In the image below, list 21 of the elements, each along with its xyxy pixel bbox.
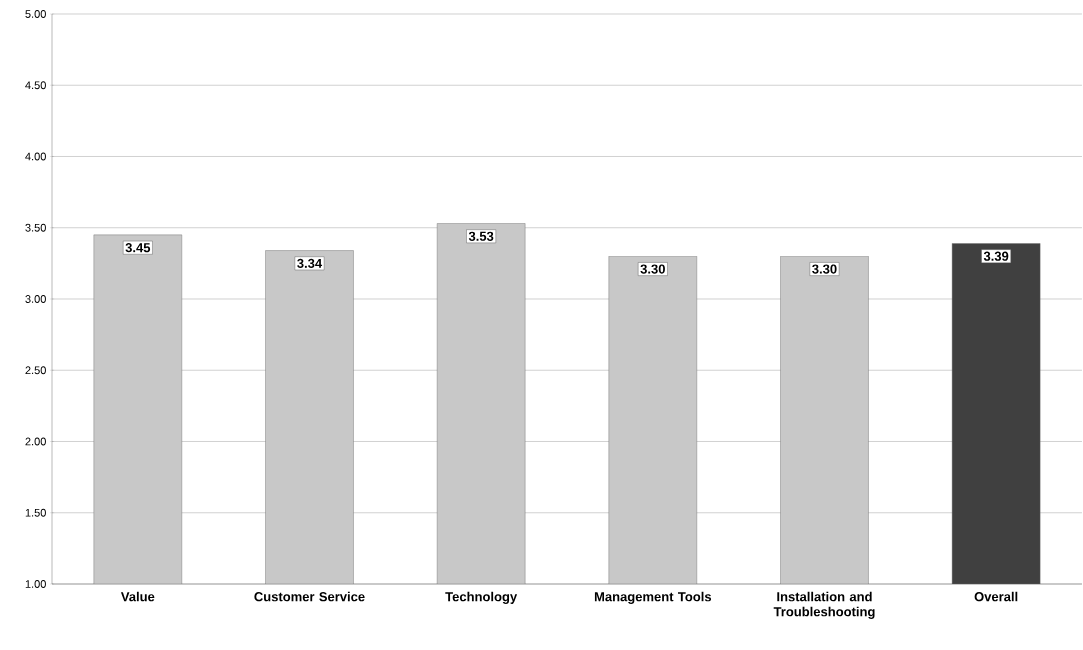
y-tick-label: 3.00 bbox=[25, 295, 46, 303]
x-tick-label: Technology bbox=[445, 591, 518, 604]
y-tick-label: 2.00 bbox=[25, 437, 46, 446]
y-tick-label: 3.50 bbox=[25, 223, 46, 232]
data-label: 3.53 bbox=[468, 231, 494, 241]
y-tick-label: 2.50 bbox=[25, 366, 46, 375]
y-tick-label: 1.50 bbox=[25, 508, 46, 517]
x-tick-label: Customer Service bbox=[254, 591, 365, 602]
y-tick-label: 4.00 bbox=[25, 152, 46, 161]
x-tick-label: Value bbox=[120, 591, 155, 602]
x-tick-label: Overall bbox=[974, 591, 1018, 602]
data-label: 3.34 bbox=[297, 258, 323, 268]
y-tick-label: 1.00 bbox=[25, 580, 46, 588]
x-tick-label: Management Tools bbox=[594, 591, 712, 604]
data-label: 3.45 bbox=[125, 243, 151, 253]
data-label: 3.39 bbox=[983, 251, 1009, 261]
y-tick-label: 5.00 bbox=[25, 10, 46, 18]
x-tick-label: Installation and Troubleshooting bbox=[773, 591, 875, 619]
y-tick-label: 4.50 bbox=[25, 81, 46, 90]
data-label: 3.30 bbox=[812, 264, 837, 274]
data-label: 3.30 bbox=[640, 264, 665, 274]
